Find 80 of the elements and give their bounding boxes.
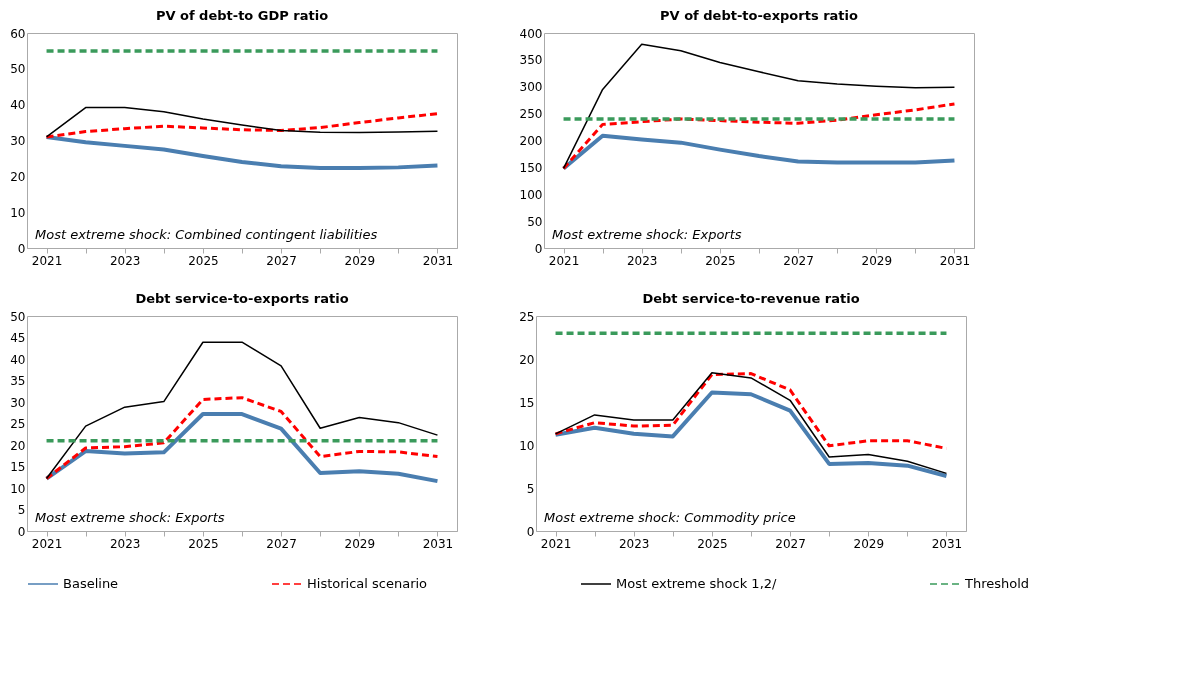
y-tick-label: 10 [519,438,535,453]
y-tick-label: 300 [519,80,543,95]
legend-label: Baseline [63,576,119,591]
x-tick-label: 2025 [188,253,219,268]
annotation: Most extreme shock: Combined contingent liabilities [35,227,378,242]
y-tick-label: 0 [17,241,26,256]
annotation: Most extreme shock: Commodity price [544,510,796,525]
y-tick-label: 250 [519,107,543,122]
x-tick-label: 2027 [783,253,814,268]
x-tick-label: 2025 [188,536,219,551]
legend-label: Most extreme shock 1,2/ [616,576,778,591]
x-tick-label: 2029 [344,253,376,268]
y-tick-label: 30 [10,395,26,410]
x-tick-label: 2023 [626,253,658,268]
y-tick-label: 25 [519,309,535,324]
x-tick-label: 2027 [775,536,806,551]
y-tick-label: 0 [526,524,535,539]
line-series [554,372,948,475]
x-tick-label: 2021 [540,536,572,551]
y-tick-label: 350 [519,53,543,68]
y-tick-label: 5 [17,503,26,517]
x-tick-label: 2031 [422,253,454,268]
x-tick-label: 2025 [697,536,728,551]
chart-title: Debt service-to-exports ratio [135,291,349,306]
x-tick-label: 2021 [31,253,63,268]
line-series [561,133,957,171]
line-series [45,341,439,480]
y-tick-label: 40 [10,98,26,113]
y-tick-label: 400 [519,26,543,41]
line-series [562,43,956,170]
x-tick-label: 2029 [344,536,376,551]
legend-label: Threshold [964,576,1030,591]
x-tick-label: 2027 [266,253,297,268]
y-tick-label: 40 [10,352,26,367]
x-tick-label: 2031 [931,536,963,551]
y-tick-label: 10 [10,481,26,496]
annotation: Most extreme shock: Exports [35,510,225,525]
y-tick-label: 35 [10,374,26,388]
line-series [45,106,439,138]
line-series [45,112,439,139]
y-tick-label: 200 [519,134,543,148]
y-tick-label: 50 [527,214,543,229]
chart-title: Debt service-to-revenue ratio [642,291,860,306]
y-tick-label: 20 [10,169,26,184]
y-tick-label: 25 [10,417,26,431]
y-tick-label: 0 [534,241,543,256]
y-tick-label: 45 [10,331,26,345]
y-tick-label: 15 [10,460,26,474]
x-tick-label: 2027 [266,536,297,551]
y-tick-label: 100 [519,187,543,202]
line-series [562,102,956,170]
x-tick-label: 2023 [109,536,141,551]
y-tick-label: 50 [10,62,26,77]
y-tick-label: 10 [10,205,26,220]
x-tick-label: 2031 [422,536,454,551]
legend-label: Historical scenario [307,576,428,591]
annotation: Most extreme shock: Exports [552,227,742,242]
x-tick-label: 2023 [618,536,650,551]
x-tick-label: 2029 [861,253,893,268]
y-tick-label: 150 [519,160,543,175]
line-series [44,412,440,484]
x-tick-label: 2021 [31,536,63,551]
chart-title: PV of debt-to GDP ratio [155,8,329,23]
x-tick-label: 2029 [853,536,885,551]
line-series [45,396,439,481]
x-tick-label: 2023 [109,253,141,268]
x-tick-label: 2025 [705,253,736,268]
y-tick-label: 0 [17,524,26,539]
line-series [553,390,949,478]
y-tick-label: 5 [526,481,535,496]
y-tick-label: 50 [10,309,26,324]
y-tick-label: 15 [519,395,535,410]
y-tick-label: 20 [10,438,26,453]
line-series [44,134,440,171]
x-tick-label: 2021 [548,253,580,268]
y-tick-label: 20 [519,352,535,367]
y-tick-label: 30 [10,134,26,148]
x-tick-label: 2031 [939,253,971,268]
y-tick-label: 60 [10,26,26,41]
chart-title: PV of debt-to-exports ratio [660,8,859,23]
